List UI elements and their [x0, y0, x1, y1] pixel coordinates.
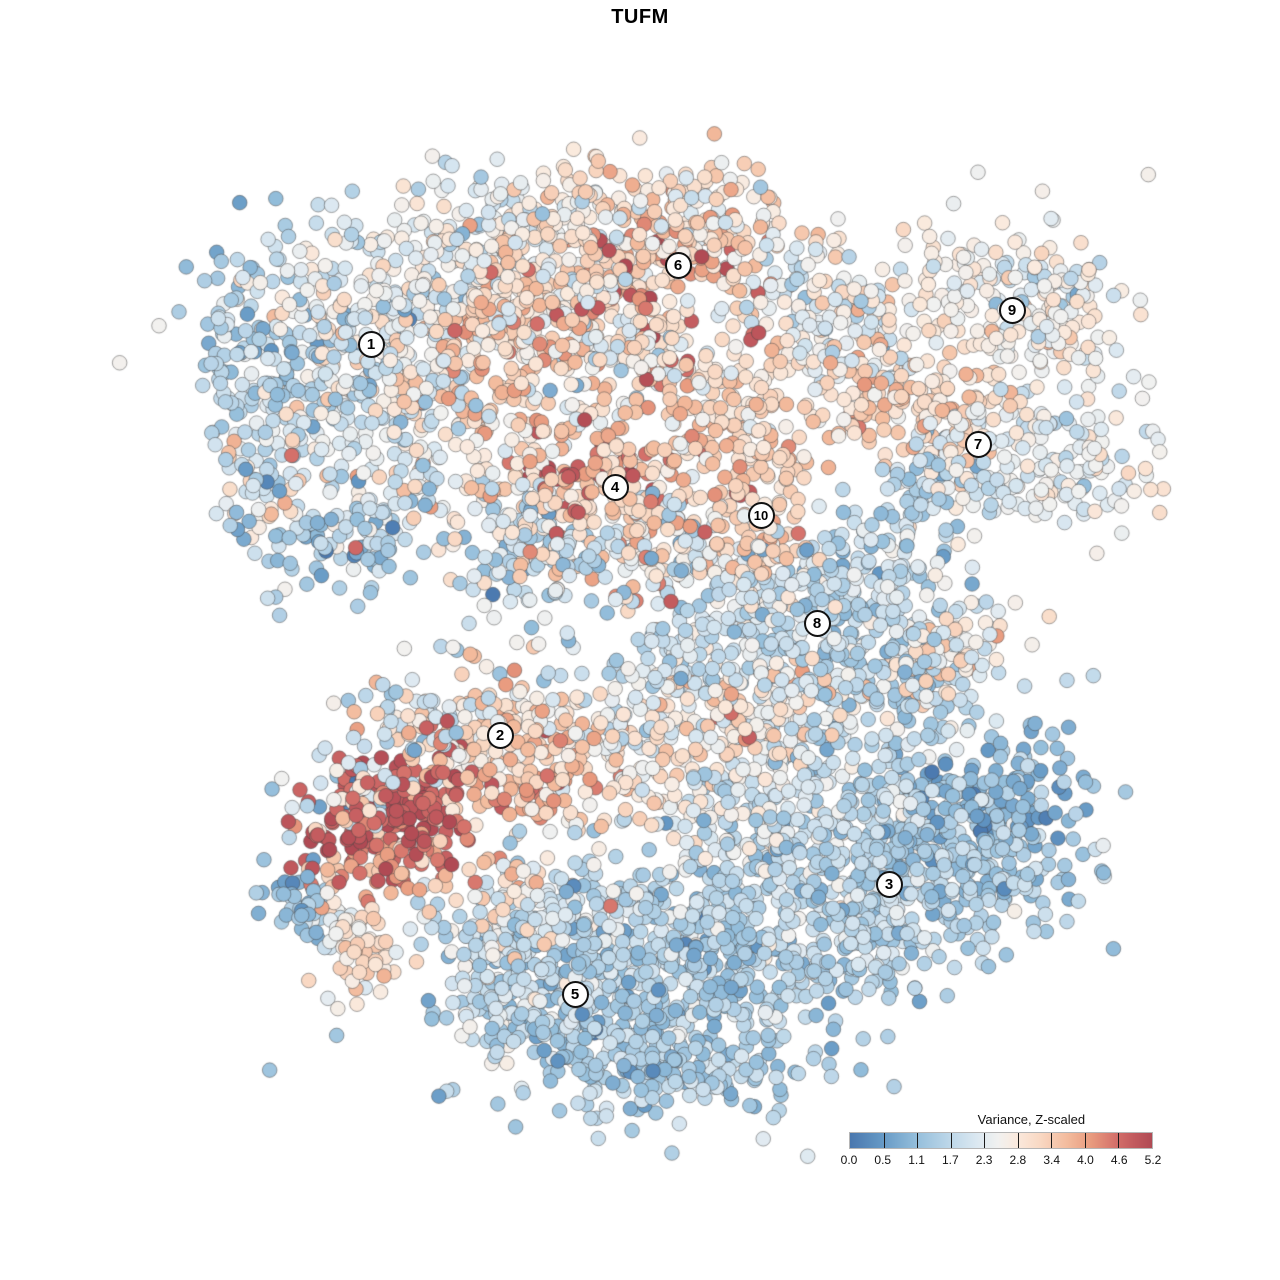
legend-tick-label: 5.2	[1144, 1153, 1162, 1167]
legend-tick-labels: 0.0 0.5 1.1 1.7 2.3 2.8 3.4 4.0 4.6 5.2	[841, 1153, 1162, 1167]
legend-tick-line	[883, 1133, 885, 1148]
cluster-badge-7: 7	[964, 430, 992, 458]
cluster-badge-3: 3	[875, 870, 903, 898]
legend-tick-line	[1017, 1133, 1019, 1148]
page-title: TUFM	[611, 6, 669, 28]
legend-tick-label: 2.8	[1009, 1153, 1027, 1167]
legend-tick-line	[1118, 1133, 1120, 1148]
cluster-badge-6: 6	[664, 251, 692, 279]
legend-tick-label: 4.6	[1110, 1153, 1128, 1167]
cluster-badge-9: 9	[998, 296, 1026, 324]
legend-tick-line	[917, 1133, 919, 1148]
cluster-badge-5: 5	[561, 980, 589, 1008]
legend-tick-label: 1.1	[908, 1153, 925, 1167]
cluster-badge-1: 1	[357, 330, 385, 358]
legend-tick-line	[1051, 1133, 1053, 1148]
legend-tick-label: 4.0	[1077, 1153, 1094, 1167]
legend-tick-label: 2.3	[975, 1153, 993, 1167]
legend-tick-line	[984, 1133, 986, 1148]
legend-colorbar	[849, 1132, 1153, 1149]
cluster-badge-2: 2	[486, 721, 514, 749]
cluster-badge-10: 10	[747, 501, 775, 529]
colorbar-legend: Variance, Z-scaled 0.0 0.5 1.1 1.7 2.3 2.8 3.4…	[841, 1112, 1162, 1167]
legend-tick-label: 0.5	[874, 1153, 892, 1167]
legend-title: Variance, Z-scaled	[977, 1112, 1086, 1127]
legend-tick-label: 3.4	[1043, 1153, 1060, 1167]
cluster-badge-8: 8	[803, 609, 831, 637]
legend-tick-line	[950, 1133, 952, 1148]
cluster-badge-4: 4	[601, 473, 629, 501]
legend-tick-line	[1084, 1133, 1086, 1148]
legend-tick-label: 0.0	[840, 1153, 858, 1167]
legend-tick-label: 1.7	[941, 1153, 959, 1167]
